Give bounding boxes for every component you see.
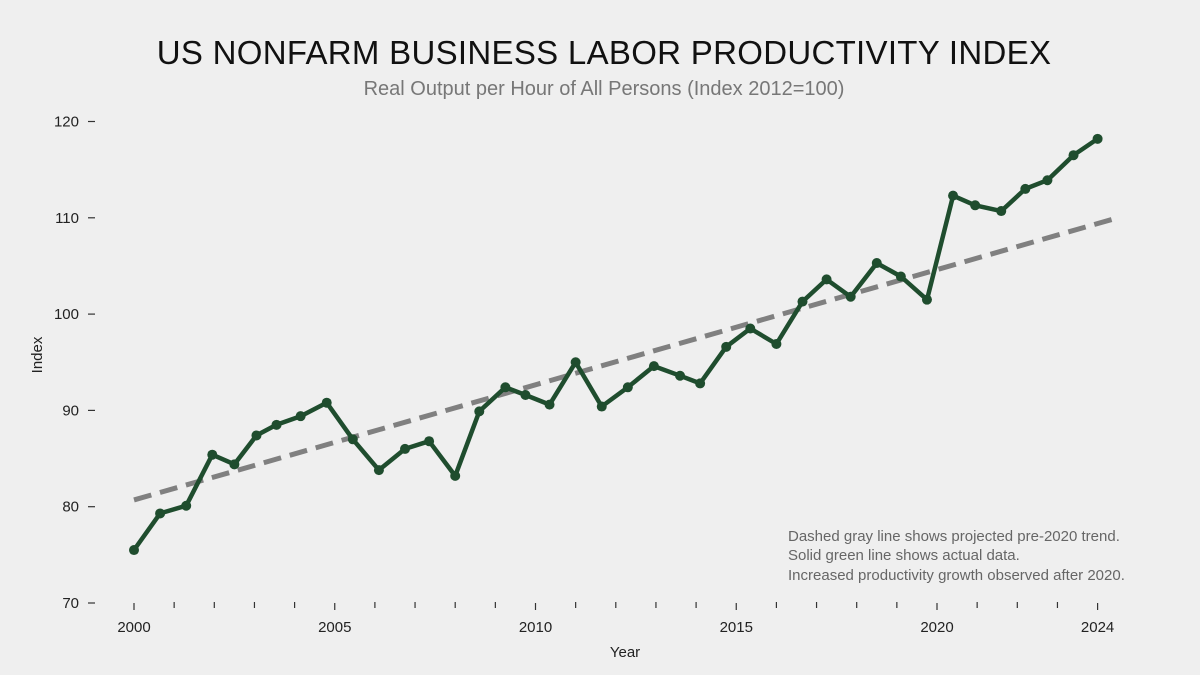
chart-title: US NONFARM BUSINESS LABOR PRODUCTIVITY I… (157, 34, 1052, 71)
y-axis-label: Index (29, 336, 46, 373)
data-point (450, 470, 461, 481)
x-tick-label: 2010 (519, 619, 552, 636)
data-point (373, 465, 384, 476)
data-point (821, 274, 832, 285)
data-point (1092, 133, 1103, 144)
data-point (948, 190, 959, 201)
data-point (321, 397, 332, 408)
y-tick-label: 110 (55, 210, 79, 227)
data-point (1020, 183, 1031, 194)
data-point (745, 323, 756, 334)
data-point (895, 271, 906, 282)
data-point (622, 382, 633, 393)
data-point (400, 443, 411, 454)
data-point (648, 361, 659, 372)
data-point (129, 545, 139, 556)
data-point (155, 508, 166, 519)
data-point (229, 459, 240, 470)
data-point (570, 357, 581, 368)
x-tick-label: 2015 (720, 619, 753, 636)
data-point (424, 436, 435, 447)
annotation-line: Dashed gray line shows projected pre-202… (788, 528, 1120, 545)
actual-series (129, 133, 1103, 556)
data-point (797, 296, 808, 307)
trend-line (133, 215, 1119, 503)
data-point (474, 406, 485, 417)
data-point (996, 206, 1007, 217)
y-tick-label: 80 (62, 499, 79, 516)
data-point (1042, 175, 1053, 186)
actual-line (131, 136, 1100, 553)
annotation-line: Solid green line shows actual data. (788, 547, 1020, 564)
data-point (520, 389, 531, 400)
x-tick-label: 2020 (920, 619, 953, 636)
data-point (596, 401, 607, 412)
annotation-line: Increased productivity growth observed a… (788, 567, 1125, 584)
y-tick-label: 100 (54, 306, 79, 323)
data-point (721, 341, 732, 352)
data-point (845, 291, 856, 302)
x-tick-label: 2005 (318, 619, 351, 636)
y-tick-label: 70 (62, 595, 79, 612)
data-point (500, 382, 511, 393)
x-axis: 2000 2005 2010 2015 2020 2024 (117, 602, 1114, 636)
data-point (970, 200, 981, 211)
y-tick-label: 90 (62, 402, 79, 419)
trend-layer (133, 215, 1119, 503)
data-point (695, 378, 706, 389)
data-point (207, 449, 218, 460)
data-point (271, 419, 282, 430)
data-point (544, 399, 555, 410)
x-tick-label: 2000 (117, 619, 150, 636)
y-axis: 70 80 90 100 110 120 (54, 114, 95, 612)
chart-subtitle: Real Output per Hour of All Persons (Ind… (364, 78, 845, 100)
x-axis-label: Year (610, 644, 640, 661)
annotation-note: Dashed gray line shows projected pre-202… (788, 528, 1125, 584)
data-point (871, 258, 882, 269)
data-point (181, 500, 192, 511)
data-point (295, 411, 306, 422)
data-point (675, 370, 686, 381)
data-point (251, 430, 262, 441)
data-point (1068, 150, 1079, 161)
data-point (347, 434, 358, 445)
data-point (771, 338, 782, 349)
data-point (921, 294, 932, 305)
x-tick-label: 2024 (1081, 619, 1114, 636)
y-tick-label: 120 (54, 114, 79, 131)
